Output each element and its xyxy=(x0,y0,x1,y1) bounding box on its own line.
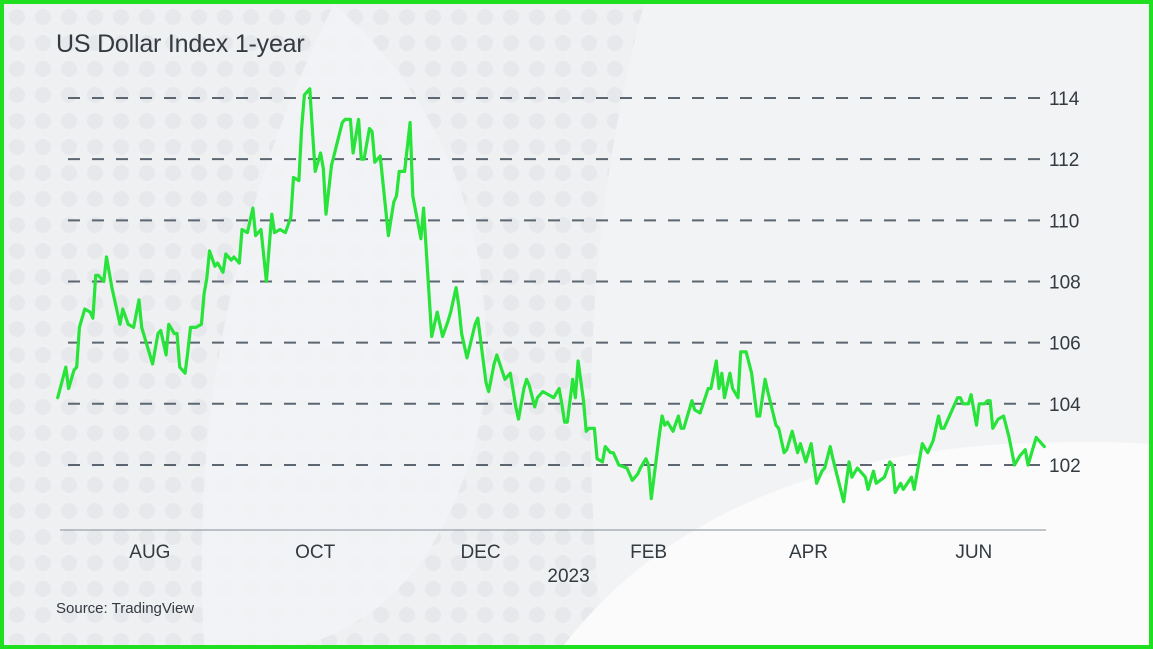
y-tick-label: 102 xyxy=(1049,456,1081,477)
x-tick-label: JUN xyxy=(955,542,992,563)
y-tick-label: 106 xyxy=(1049,334,1081,355)
x-tick-label: AUG xyxy=(129,542,170,563)
line-chart: 102 104 106 108 110 112 114 AUG OCT DEC FEB 2023 AP… xyxy=(56,87,1081,587)
background-decoration xyxy=(4,4,1149,645)
chart-title: US Dollar Index 1-year xyxy=(56,30,305,58)
y-tick-label: 110 xyxy=(1049,211,1079,232)
x-tick-label: DEC xyxy=(460,542,500,563)
x-tick-label: APR xyxy=(789,542,828,563)
source-note: Source: TradingView xyxy=(56,600,195,617)
x-tick-label: FEB xyxy=(630,542,667,563)
y-tick-label: 114 xyxy=(1049,89,1080,110)
y-tick-label: 108 xyxy=(1049,272,1081,293)
x-year-label: 2023 xyxy=(547,566,589,587)
series-line-dxy xyxy=(56,87,1046,504)
y-tick-label: 112 xyxy=(1049,150,1079,171)
y-tick-label: 104 xyxy=(1049,395,1081,416)
x-tick-label: OCT xyxy=(295,542,336,563)
